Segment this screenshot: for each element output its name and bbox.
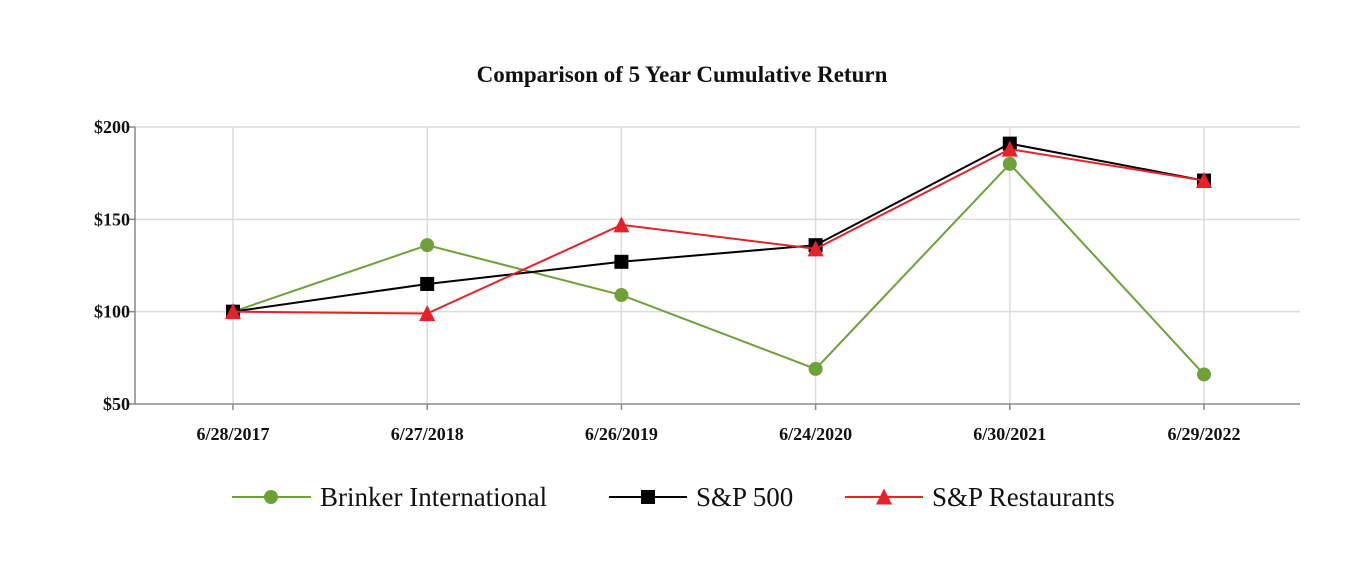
y-axis-ticks: $50 $100 $150 $200 bbox=[94, 117, 130, 414]
y-tick-label: $150 bbox=[94, 209, 130, 229]
y-tick-label: $50 bbox=[103, 394, 130, 414]
legend: Brinker International S&P 500 S&P Restaura… bbox=[232, 482, 1115, 512]
chart-title: Comparison of 5 Year Cumulative Return bbox=[477, 62, 888, 87]
x-tick-label: 6/30/2021 bbox=[973, 424, 1046, 444]
x-tick-label: 6/27/2018 bbox=[391, 424, 464, 444]
legend-label: S&P 500 bbox=[696, 482, 793, 512]
data-point bbox=[420, 276, 435, 291]
legend-label: Brinker International bbox=[320, 482, 547, 512]
series-brinker-international bbox=[226, 156, 1211, 382]
legend-label: S&P Restaurants bbox=[932, 482, 1115, 512]
legend-marker bbox=[641, 490, 655, 504]
legend-item: S&P Restaurants bbox=[845, 482, 1115, 512]
data-point bbox=[613, 216, 630, 233]
series-group bbox=[225, 136, 1212, 382]
legend-marker bbox=[264, 490, 278, 504]
y-tick-label: $100 bbox=[94, 302, 130, 322]
data-point bbox=[1196, 172, 1212, 189]
x-tick-label: 6/29/2022 bbox=[1167, 424, 1240, 444]
data-point bbox=[614, 254, 629, 269]
x-tick-label: 6/26/2019 bbox=[585, 424, 658, 444]
x-tick-label: 6/28/2017 bbox=[196, 424, 269, 444]
series-s-p-restaurants bbox=[225, 140, 1212, 322]
data-point bbox=[614, 288, 629, 303]
data-point bbox=[1197, 367, 1211, 382]
data-point bbox=[1002, 156, 1017, 171]
legend-item: S&P 500 bbox=[609, 482, 793, 512]
legend-item: Brinker International bbox=[232, 482, 547, 512]
series-s-p-500 bbox=[226, 136, 1211, 319]
x-axis-ticks: 6/28/2017 6/27/2018 6/26/2019 6/24/2020 6/30… bbox=[196, 424, 1240, 444]
series-line bbox=[232, 162, 1205, 376]
x-tick-label: 6/24/2020 bbox=[779, 424, 852, 444]
data-point bbox=[419, 305, 436, 322]
data-point bbox=[808, 361, 823, 376]
y-tick-label: $200 bbox=[94, 117, 130, 137]
data-point bbox=[807, 240, 824, 257]
data-point bbox=[225, 303, 241, 320]
series-line bbox=[232, 142, 1205, 313]
data-point bbox=[1001, 140, 1018, 157]
data-point bbox=[420, 238, 435, 253]
legend-marker bbox=[876, 488, 892, 505]
series-line bbox=[232, 148, 1205, 315]
axes bbox=[127, 126, 1300, 410]
